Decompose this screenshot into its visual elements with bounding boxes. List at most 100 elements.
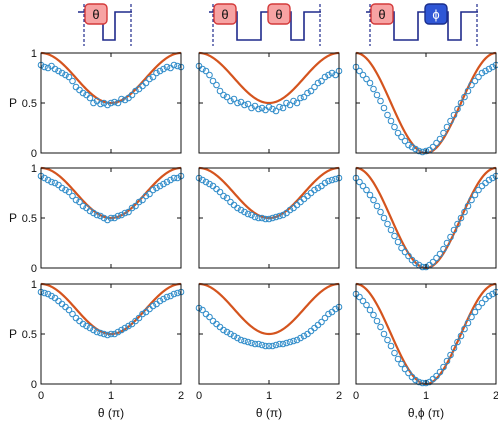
data-point xyxy=(272,341,280,349)
data-point xyxy=(304,192,311,200)
panel-frame xyxy=(355,167,497,269)
data-point xyxy=(311,186,318,194)
x-tick-label: 0 xyxy=(38,390,44,402)
data-point xyxy=(454,105,461,113)
data-point xyxy=(251,340,259,348)
data-point xyxy=(58,69,66,77)
data-point xyxy=(216,87,224,95)
data-point xyxy=(51,179,59,187)
data-point xyxy=(332,71,339,79)
y-tick-label: 0 xyxy=(31,263,37,275)
data-point xyxy=(283,99,290,107)
data-point xyxy=(244,338,252,346)
data-point xyxy=(443,123,451,131)
data-point xyxy=(447,233,454,241)
data-point xyxy=(48,292,55,300)
y-tick-label: 0.5 xyxy=(22,98,37,110)
data-point xyxy=(132,202,139,210)
data-point xyxy=(213,81,220,89)
data-point xyxy=(314,184,322,192)
data-point xyxy=(468,196,475,204)
data-point xyxy=(297,334,304,342)
data-point xyxy=(202,178,210,186)
data-point xyxy=(170,61,178,69)
data-point xyxy=(363,186,370,194)
data-point xyxy=(174,62,181,70)
data-point xyxy=(307,87,315,95)
data-point xyxy=(107,330,115,338)
data-point xyxy=(41,63,48,71)
data-point xyxy=(405,252,412,260)
data-point xyxy=(290,337,297,345)
data-point xyxy=(86,94,94,102)
data-point xyxy=(93,328,101,336)
y-tick-label: 0 xyxy=(31,148,37,160)
data-point xyxy=(65,188,73,196)
panel-r2-c2: 0 1 2 θ,ϕ (π) xyxy=(352,282,498,420)
data-point xyxy=(41,174,48,182)
data-point xyxy=(440,363,447,371)
data-point xyxy=(216,188,224,196)
data-point xyxy=(391,123,398,131)
data-point xyxy=(311,324,318,332)
data-point xyxy=(41,289,48,297)
data-point xyxy=(485,292,493,300)
data-point xyxy=(76,198,83,206)
data-point xyxy=(258,104,266,112)
data-point xyxy=(272,213,280,221)
data-point xyxy=(72,83,80,91)
x-tick-label: 2 xyxy=(493,390,498,402)
theta-gate xyxy=(370,3,394,25)
data-point xyxy=(447,117,454,125)
data-point xyxy=(107,99,115,107)
data-point xyxy=(276,340,283,348)
data-point xyxy=(325,177,332,185)
data-point xyxy=(307,327,315,335)
data-point xyxy=(461,208,468,216)
data-point xyxy=(384,111,391,119)
theory-curve xyxy=(355,166,497,270)
data-point xyxy=(149,73,157,81)
data-point xyxy=(58,300,66,308)
data-point xyxy=(139,82,146,90)
data-point xyxy=(69,192,76,200)
data-point xyxy=(373,202,381,210)
data-point xyxy=(482,295,489,303)
data-point xyxy=(475,73,482,81)
data-point xyxy=(216,323,224,331)
data-point xyxy=(454,338,461,346)
data-point xyxy=(230,332,238,340)
data-point xyxy=(241,101,248,109)
data-point xyxy=(139,196,146,204)
data-point xyxy=(482,67,489,75)
data-point xyxy=(405,141,412,149)
data-point xyxy=(223,194,231,202)
data-point xyxy=(251,213,259,221)
data-point xyxy=(332,305,339,313)
data-point xyxy=(199,176,206,184)
data-point xyxy=(366,79,374,87)
data-point xyxy=(230,201,238,209)
data-point xyxy=(450,111,458,119)
panel-frame xyxy=(355,52,497,154)
data-point xyxy=(286,206,294,214)
data-point xyxy=(104,216,111,224)
data-point xyxy=(227,330,234,338)
data-point xyxy=(114,212,122,220)
theory-curve xyxy=(198,282,340,336)
data-point xyxy=(321,73,329,81)
pulse-sequence-0: θ xyxy=(78,3,132,46)
theory-curve xyxy=(40,166,182,220)
data-point xyxy=(408,143,416,151)
data-point xyxy=(237,336,245,344)
y-tick-label: 0.5 xyxy=(22,213,37,225)
data-point xyxy=(220,192,227,200)
data-point xyxy=(436,250,444,258)
data-point xyxy=(475,303,482,311)
data-point xyxy=(394,238,402,246)
data-point xyxy=(293,99,301,107)
data-point xyxy=(209,317,217,325)
data-point xyxy=(328,176,336,184)
